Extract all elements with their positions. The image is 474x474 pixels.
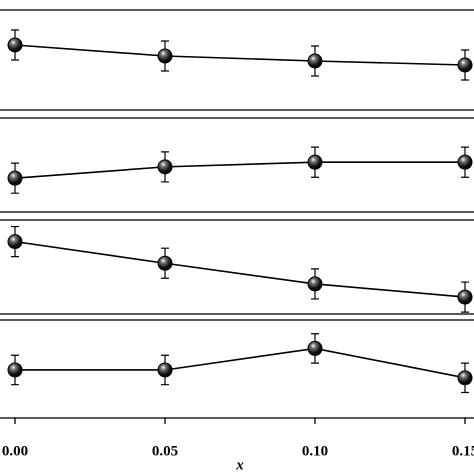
point: [7, 362, 23, 378]
x-tick-label: 0.00: [2, 443, 28, 459]
line: [15, 347, 466, 379]
panel-frame: [0, 219, 474, 315]
x-tick-label: 0.15: [452, 443, 474, 459]
line: [14, 161, 465, 179]
point: [7, 234, 23, 250]
point: [307, 154, 323, 170]
point: [307, 53, 323, 69]
point: [457, 289, 473, 305]
point: [157, 48, 173, 64]
point: [7, 170, 23, 186]
point: [157, 159, 173, 175]
point: [157, 255, 173, 271]
panel-frame: [0, 9, 474, 111]
point: [457, 370, 473, 386]
panel-frame: [0, 319, 474, 419]
x-axis-label: x: [235, 457, 244, 473]
point: [157, 362, 173, 378]
point: [457, 57, 473, 73]
panel-frame: [0, 117, 474, 213]
line: [14, 240, 466, 298]
line: [14, 44, 466, 66]
x-tick-label: 0.10: [302, 443, 328, 459]
point: [7, 37, 23, 53]
point: [307, 276, 323, 292]
point: [307, 340, 323, 356]
point: [457, 154, 473, 170]
x-tick-label: 0.05: [152, 443, 178, 459]
